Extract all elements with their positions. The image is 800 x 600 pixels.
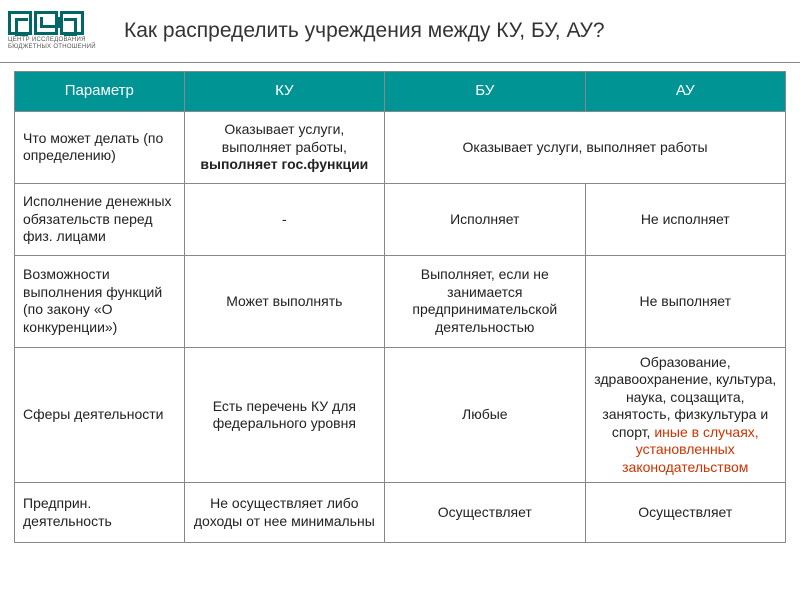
cell-ku: Оказывает услуги, выполняет работы, выпо… <box>184 111 384 183</box>
col-header-au: АУ <box>585 72 785 112</box>
cell-param: Возможности выполнения функций (по закон… <box>15 255 185 347</box>
col-header-ku: КУ <box>184 72 384 112</box>
col-header-bu: БУ <box>385 72 585 112</box>
logo-mark <box>8 11 84 35</box>
table-row: Возможности выполнения функций (по закон… <box>15 255 786 347</box>
cell-param: Что может делать (по определению) <box>15 111 185 183</box>
cell-bu: Любые <box>385 347 585 483</box>
table-container: Параметр КУ БУ АУ Что может делать (по о… <box>0 63 800 543</box>
cell-bu-au-merged: Оказывает услуги, выполняет работы <box>385 111 786 183</box>
logo-caption-2: БЮДЖЕТНЫХ ОТНОШЕНИЙ <box>8 44 96 51</box>
table-row: Что может делать (по определению) Оказыв… <box>15 111 786 183</box>
cell-param: Предприн. деятельность <box>15 483 185 543</box>
cell-text-bold: выполняет гос.функции <box>200 156 368 172</box>
header: ЦЕНТР ИССЛЕДОВАНИЯ БЮДЖЕТНЫХ ОТНОШЕНИЙ К… <box>0 0 800 63</box>
cell-bu: Выполняет, если не занимается предприним… <box>385 255 585 347</box>
cell-ku: - <box>184 183 384 255</box>
cell-bu: Исполняет <box>385 183 585 255</box>
cell-ku: Есть перечень КУ для федерального уровня <box>184 347 384 483</box>
cell-au: Не исполняет <box>585 183 785 255</box>
cell-au: Не выполняет <box>585 255 785 347</box>
cell-text: Оказывает услуги, выполняет работы, <box>222 121 347 155</box>
comparison-table: Параметр КУ БУ АУ Что может делать (по о… <box>14 71 786 543</box>
logo: ЦЕНТР ИССЛЕДОВАНИЯ БЮДЖЕТНЫХ ОТНОШЕНИЙ <box>8 6 104 56</box>
table-row: Предприн. деятельность Не осуществляет л… <box>15 483 786 543</box>
cell-ku: Не осуществляет либо доходы от нее миним… <box>184 483 384 543</box>
cell-param: Исполнение денежных обязательств перед ф… <box>15 183 185 255</box>
logo-caption-1: ЦЕНТР ИССЛЕДОВАНИЯ <box>8 37 86 44</box>
cell-ku: Может выполнять <box>184 255 384 347</box>
table-row: Сферы деятельности Есть перечень КУ для … <box>15 347 786 483</box>
col-header-param: Параметр <box>15 72 185 112</box>
cell-au: Образование, здравоохранение, культура, … <box>585 347 785 483</box>
table-row: Исполнение денежных обязательств перед ф… <box>15 183 786 255</box>
cell-au: Осуществляет <box>585 483 785 543</box>
table-header-row: Параметр КУ БУ АУ <box>15 72 786 112</box>
page-title: Как распределить учреждения между КУ, БУ… <box>124 19 605 43</box>
cell-bu: Осуществляет <box>385 483 585 543</box>
cell-param: Сферы деятельности <box>15 347 185 483</box>
